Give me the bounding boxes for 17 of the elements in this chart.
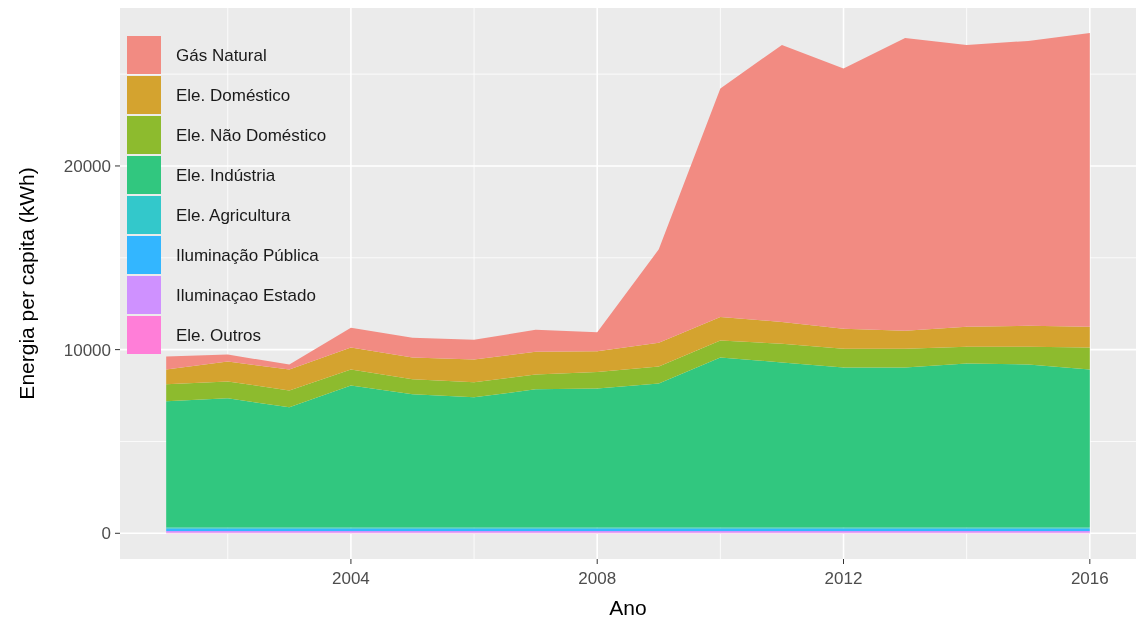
- x-tick-label: 2012: [824, 569, 863, 588]
- legend-label: Ele. Doméstico: [176, 85, 291, 105]
- y-axis-title: Energia per capita (kWh): [15, 167, 38, 400]
- x-tick-label: 2008: [578, 569, 617, 588]
- legend-label: Iluminaçao Estado: [176, 285, 316, 305]
- legend-label: Ele. Outros: [176, 325, 262, 345]
- legend-label: Iluminação Pública: [176, 245, 320, 265]
- legend-label: Ele. Agricultura: [176, 205, 291, 225]
- legend-label: Ele. Não Doméstico: [176, 125, 327, 145]
- y-tick-label: 0: [101, 524, 111, 544]
- y-tick-label: 20000: [63, 156, 111, 176]
- legend-label: Gás Natural: [176, 45, 267, 65]
- legend-label: Ele. Indústria: [176, 165, 276, 185]
- x-axis-title: Ano: [609, 596, 647, 619]
- x-tick-label: 2004: [332, 569, 370, 588]
- y-tick-label: 10000: [63, 340, 111, 360]
- x-tick-label: 2016: [1070, 569, 1109, 588]
